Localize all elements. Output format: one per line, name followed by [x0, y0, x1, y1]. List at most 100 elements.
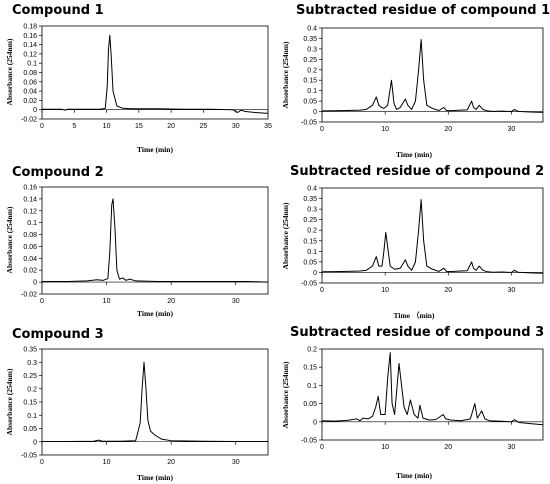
series-line	[42, 34, 269, 114]
y-tick-label: 0.35	[303, 196, 317, 203]
y-tick-label: 0.35	[303, 36, 317, 43]
y-tick-label: 0.1	[27, 413, 37, 420]
plot-frame	[321, 187, 544, 284]
y-tick-label: 0.1	[307, 88, 317, 95]
y-tick-label: 0.12	[23, 51, 37, 58]
x-axis-label: Time (min)	[137, 145, 173, 154]
series-line	[42, 361, 268, 442]
chart-r2: Subtracted residue of compound 2-0.0500.…	[281, 164, 544, 320]
y-tick-label: 0.05	[23, 426, 37, 433]
y-tick-label: 0	[33, 107, 37, 114]
chart-title: Subtracted residue of compound 3	[290, 325, 544, 340]
y-tick-label: 0.08	[23, 232, 37, 239]
y-tick-label: -0.05	[21, 453, 37, 460]
y-tick-label: 0.35	[23, 347, 37, 354]
y-tick-label: 0.04	[23, 89, 37, 96]
x-axis-label: Time (min)	[137, 309, 173, 318]
x-tick-label: 0	[320, 287, 324, 294]
x-tick-label: 5	[72, 123, 76, 130]
chart-c2: Compound 2-0.0200.020.040.060.080.10.120…	[5, 165, 269, 318]
y-tick-label: 0.06	[23, 79, 37, 86]
y-tick-label: 0.25	[23, 373, 37, 380]
y-tick-label: 0.18	[23, 24, 37, 31]
chart-c1: Compound 1-0.0200.020.040.060.080.10.120…	[5, 3, 272, 154]
y-axis-label: Absorbance (254nm)	[5, 368, 14, 435]
y-axis-label: Absorbance (254nm)	[5, 38, 14, 105]
y-tick-label: 0.3	[307, 46, 317, 53]
chart-title: Compound 3	[12, 327, 104, 342]
y-tick-label: 0.2	[307, 67, 317, 74]
x-tick-label: 15	[135, 123, 143, 130]
y-tick-label: 0.1	[27, 61, 37, 68]
x-tick-label: 20	[167, 123, 175, 130]
y-tick-label: -0.02	[21, 292, 37, 299]
y-axis-label: Absorbance (254nm)	[281, 41, 290, 108]
x-tick-label: 20	[444, 126, 452, 133]
chart-r3: Subtracted residue of compound 3 -0.050 0.…	[281, 325, 544, 480]
y-tick-label: 0.02	[23, 98, 37, 105]
y-tick-label: 0.16	[23, 33, 37, 40]
x-tick-label: 30	[508, 444, 516, 451]
x-tick-label: 0	[40, 298, 44, 305]
plot-frame	[321, 27, 544, 123]
x-tick-label: 25	[200, 123, 208, 130]
y-tick-label: 0.08	[23, 70, 37, 77]
chart-title: Subtracted residue of compound 2	[290, 164, 544, 179]
y-tick-label: 0.2	[307, 228, 317, 235]
y-tick-label: 0.3	[307, 207, 317, 214]
y-tick-label: 0.15	[303, 78, 317, 85]
x-tick-label: 10	[103, 459, 111, 466]
y-tick-label: 0.1	[307, 383, 317, 390]
y-tick-label: 0.25	[303, 57, 317, 64]
y-tick-label: 0.06	[23, 244, 37, 251]
y-axis-label: Absorbance (254nm)	[281, 361, 290, 428]
chart-title: Subtracted residue of compound 1	[296, 3, 550, 18]
chart-r1: Subtracted residue of compound 1-0.0500.…	[281, 3, 550, 159]
y-tick-label: -0.02	[21, 117, 37, 124]
y-tick-label: 0.3	[27, 360, 37, 367]
y-tick-label: 0	[33, 280, 37, 287]
plot-frame	[41, 25, 269, 120]
y-tick-label: 0.05	[303, 401, 317, 408]
series-line	[321, 352, 544, 426]
y-axis-label: Absorbance (254nm)	[281, 202, 290, 269]
x-tick-label: 0	[320, 444, 324, 451]
series-line	[321, 199, 544, 274]
x-tick-label: 0	[40, 123, 44, 130]
plot-frame	[41, 186, 269, 295]
y-tick-label: 0	[313, 270, 317, 277]
y-tick-label: 0.02	[23, 268, 37, 275]
chart-c3: Compound 3-0.0500.050.10.150.20.250.30.3…	[5, 327, 269, 482]
y-tick-label: -0.05	[301, 120, 317, 127]
x-tick-label: 10	[103, 298, 111, 305]
x-axis-label: Time (min)	[396, 471, 432, 480]
y-tick-label: -0.05	[301, 438, 317, 445]
y-tick-label: 0.16	[23, 185, 37, 192]
x-tick-label: 30	[508, 287, 516, 294]
y-axis-label: Absorbance (254nm)	[5, 206, 14, 273]
x-tick-label: 20	[167, 459, 175, 466]
y-tick-label: 0.15	[303, 238, 317, 245]
y-tick-label: 0.15	[23, 400, 37, 407]
series-line	[321, 38, 544, 113]
y-tick-label: 0.12	[23, 208, 37, 215]
plot-frame	[321, 348, 544, 441]
y-tick-label: 0.04	[23, 256, 37, 263]
chart-title: Compound 2	[12, 165, 104, 180]
y-tick-label: 0.2	[307, 347, 317, 354]
x-tick-label: 20	[167, 298, 175, 305]
x-axis-label: Time (min)	[396, 150, 432, 159]
series-line	[42, 198, 269, 283]
x-tick-label: 0	[40, 459, 44, 466]
y-tick-label: -0.05	[301, 281, 317, 288]
x-tick-label: 10	[103, 123, 111, 130]
x-tick-label: 30	[232, 459, 240, 466]
y-tick-label: 0.4	[307, 186, 317, 193]
x-tick-label: 10	[381, 126, 389, 133]
chart-title: Compound 1	[12, 3, 104, 18]
y-tick-label: 0	[33, 439, 37, 446]
y-tick-label: 0.14	[23, 196, 37, 203]
y-tick-label: 0.1	[27, 220, 37, 227]
y-tick-label: 0.15	[303, 365, 317, 372]
